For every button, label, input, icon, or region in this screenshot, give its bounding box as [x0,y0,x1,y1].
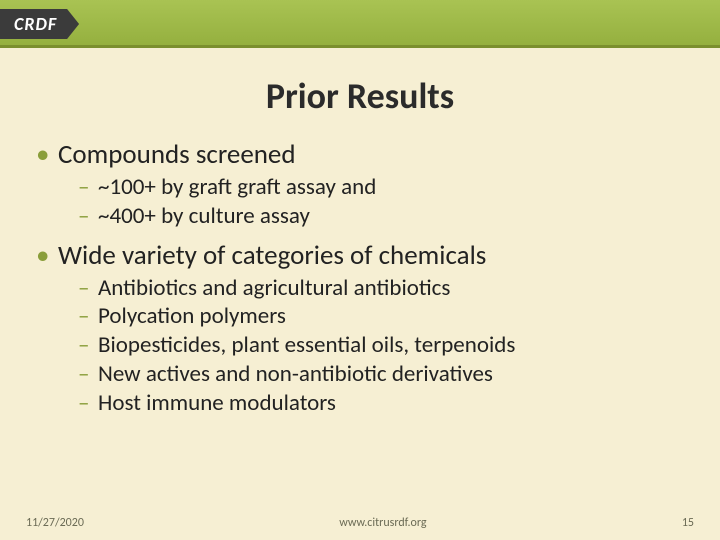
slide-content: Compounds screened ~100+ by graft graft … [0,118,720,417]
sub-bullet-item: New actives and non-antibiotic derivativ… [58,360,690,389]
sub-bullet-item: Polycation polymers [58,302,690,331]
footer-page-number: 15 [682,516,694,530]
sub-bullet-text: ~400+ by culture assay [98,202,310,230]
footer-date: 11/27/2020 [26,516,84,530]
sub-bullet-text: New actives and non-antibiotic derivativ… [98,360,493,388]
sub-bullet-item: Host immune modulators [58,389,690,418]
bullet-list-level2: ~100+ by graft graft assay and ~400+ by … [58,173,690,231]
sub-bullet-item: Biopesticides, plant essential oils, ter… [58,331,690,360]
sub-bullet-text: Host immune modulators [98,389,336,417]
bullet-text: Wide variety of categories of chemicals [58,239,486,272]
sub-bullet-item: ~100+ by graft graft assay and [58,173,690,202]
sub-bullet-text: Biopesticides, plant essential oils, ter… [98,331,515,359]
bullet-text: Compounds screened [58,138,296,171]
bullet-list-level2: Antibiotics and agricultural antibiotics… [58,274,690,418]
sub-bullet-text: Polycation polymers [98,302,286,330]
logo-band: CRDF [0,9,79,39]
slide-footer: 11/27/2020 www.citrusrdf.org 15 [0,516,720,530]
bullet-list-level1: Compounds screened ~100+ by graft graft … [30,138,690,417]
sub-bullet-text: ~100+ by graft graft assay and [98,173,376,201]
logo-text: CRDF [14,13,57,35]
footer-url: www.citrusrdf.org [339,516,426,530]
bullet-item: Compounds screened ~100+ by graft graft … [30,138,690,231]
sub-bullet-item: ~400+ by culture assay [58,202,690,231]
header-bar: CRDF [0,0,720,48]
sub-bullet-text: Antibiotics and agricultural antibiotics [98,274,450,302]
slide-title: Prior Results [0,74,720,118]
sub-bullet-item: Antibiotics and agricultural antibiotics [58,274,690,303]
bullet-item: Wide variety of categories of chemicals … [30,239,690,418]
